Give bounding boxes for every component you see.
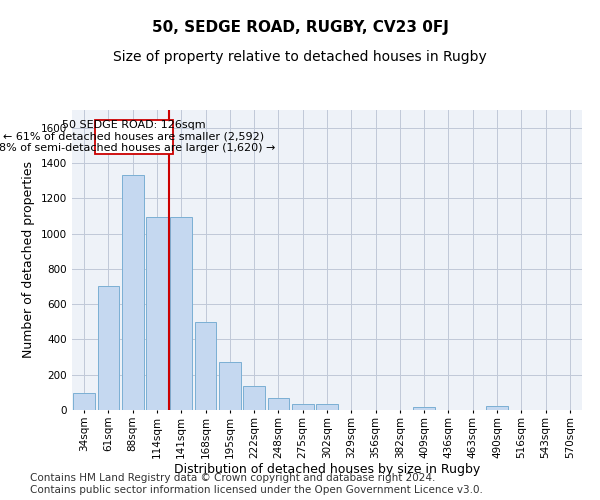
Bar [486,406,508,410]
Bar [194,322,217,410]
Bar [243,386,265,410]
Bar [413,408,435,410]
Bar [292,404,314,410]
Text: 38% of semi-detached houses are larger (1,620) →: 38% of semi-detached houses are larger (… [0,144,275,154]
FancyBboxPatch shape [95,120,173,154]
Bar [268,398,289,410]
Y-axis label: Number of detached properties: Number of detached properties [22,162,35,358]
Text: ← 61% of detached houses are smaller (2,592): ← 61% of detached houses are smaller (2,… [4,132,265,142]
Bar [170,217,192,410]
Text: 50 SEDGE ROAD: 126sqm: 50 SEDGE ROAD: 126sqm [62,120,206,130]
Text: 50, SEDGE ROAD, RUGBY, CV23 0FJ: 50, SEDGE ROAD, RUGBY, CV23 0FJ [152,20,448,35]
Bar [122,176,143,410]
Bar [73,393,95,410]
Text: Size of property relative to detached houses in Rugby: Size of property relative to detached ho… [113,50,487,64]
Bar [97,286,119,410]
Bar [219,362,241,410]
Bar [146,217,168,410]
Bar [316,404,338,410]
Text: Contains HM Land Registry data © Crown copyright and database right 2024.
Contai: Contains HM Land Registry data © Crown c… [30,474,483,495]
X-axis label: Distribution of detached houses by size in Rugby: Distribution of detached houses by size … [174,463,480,476]
